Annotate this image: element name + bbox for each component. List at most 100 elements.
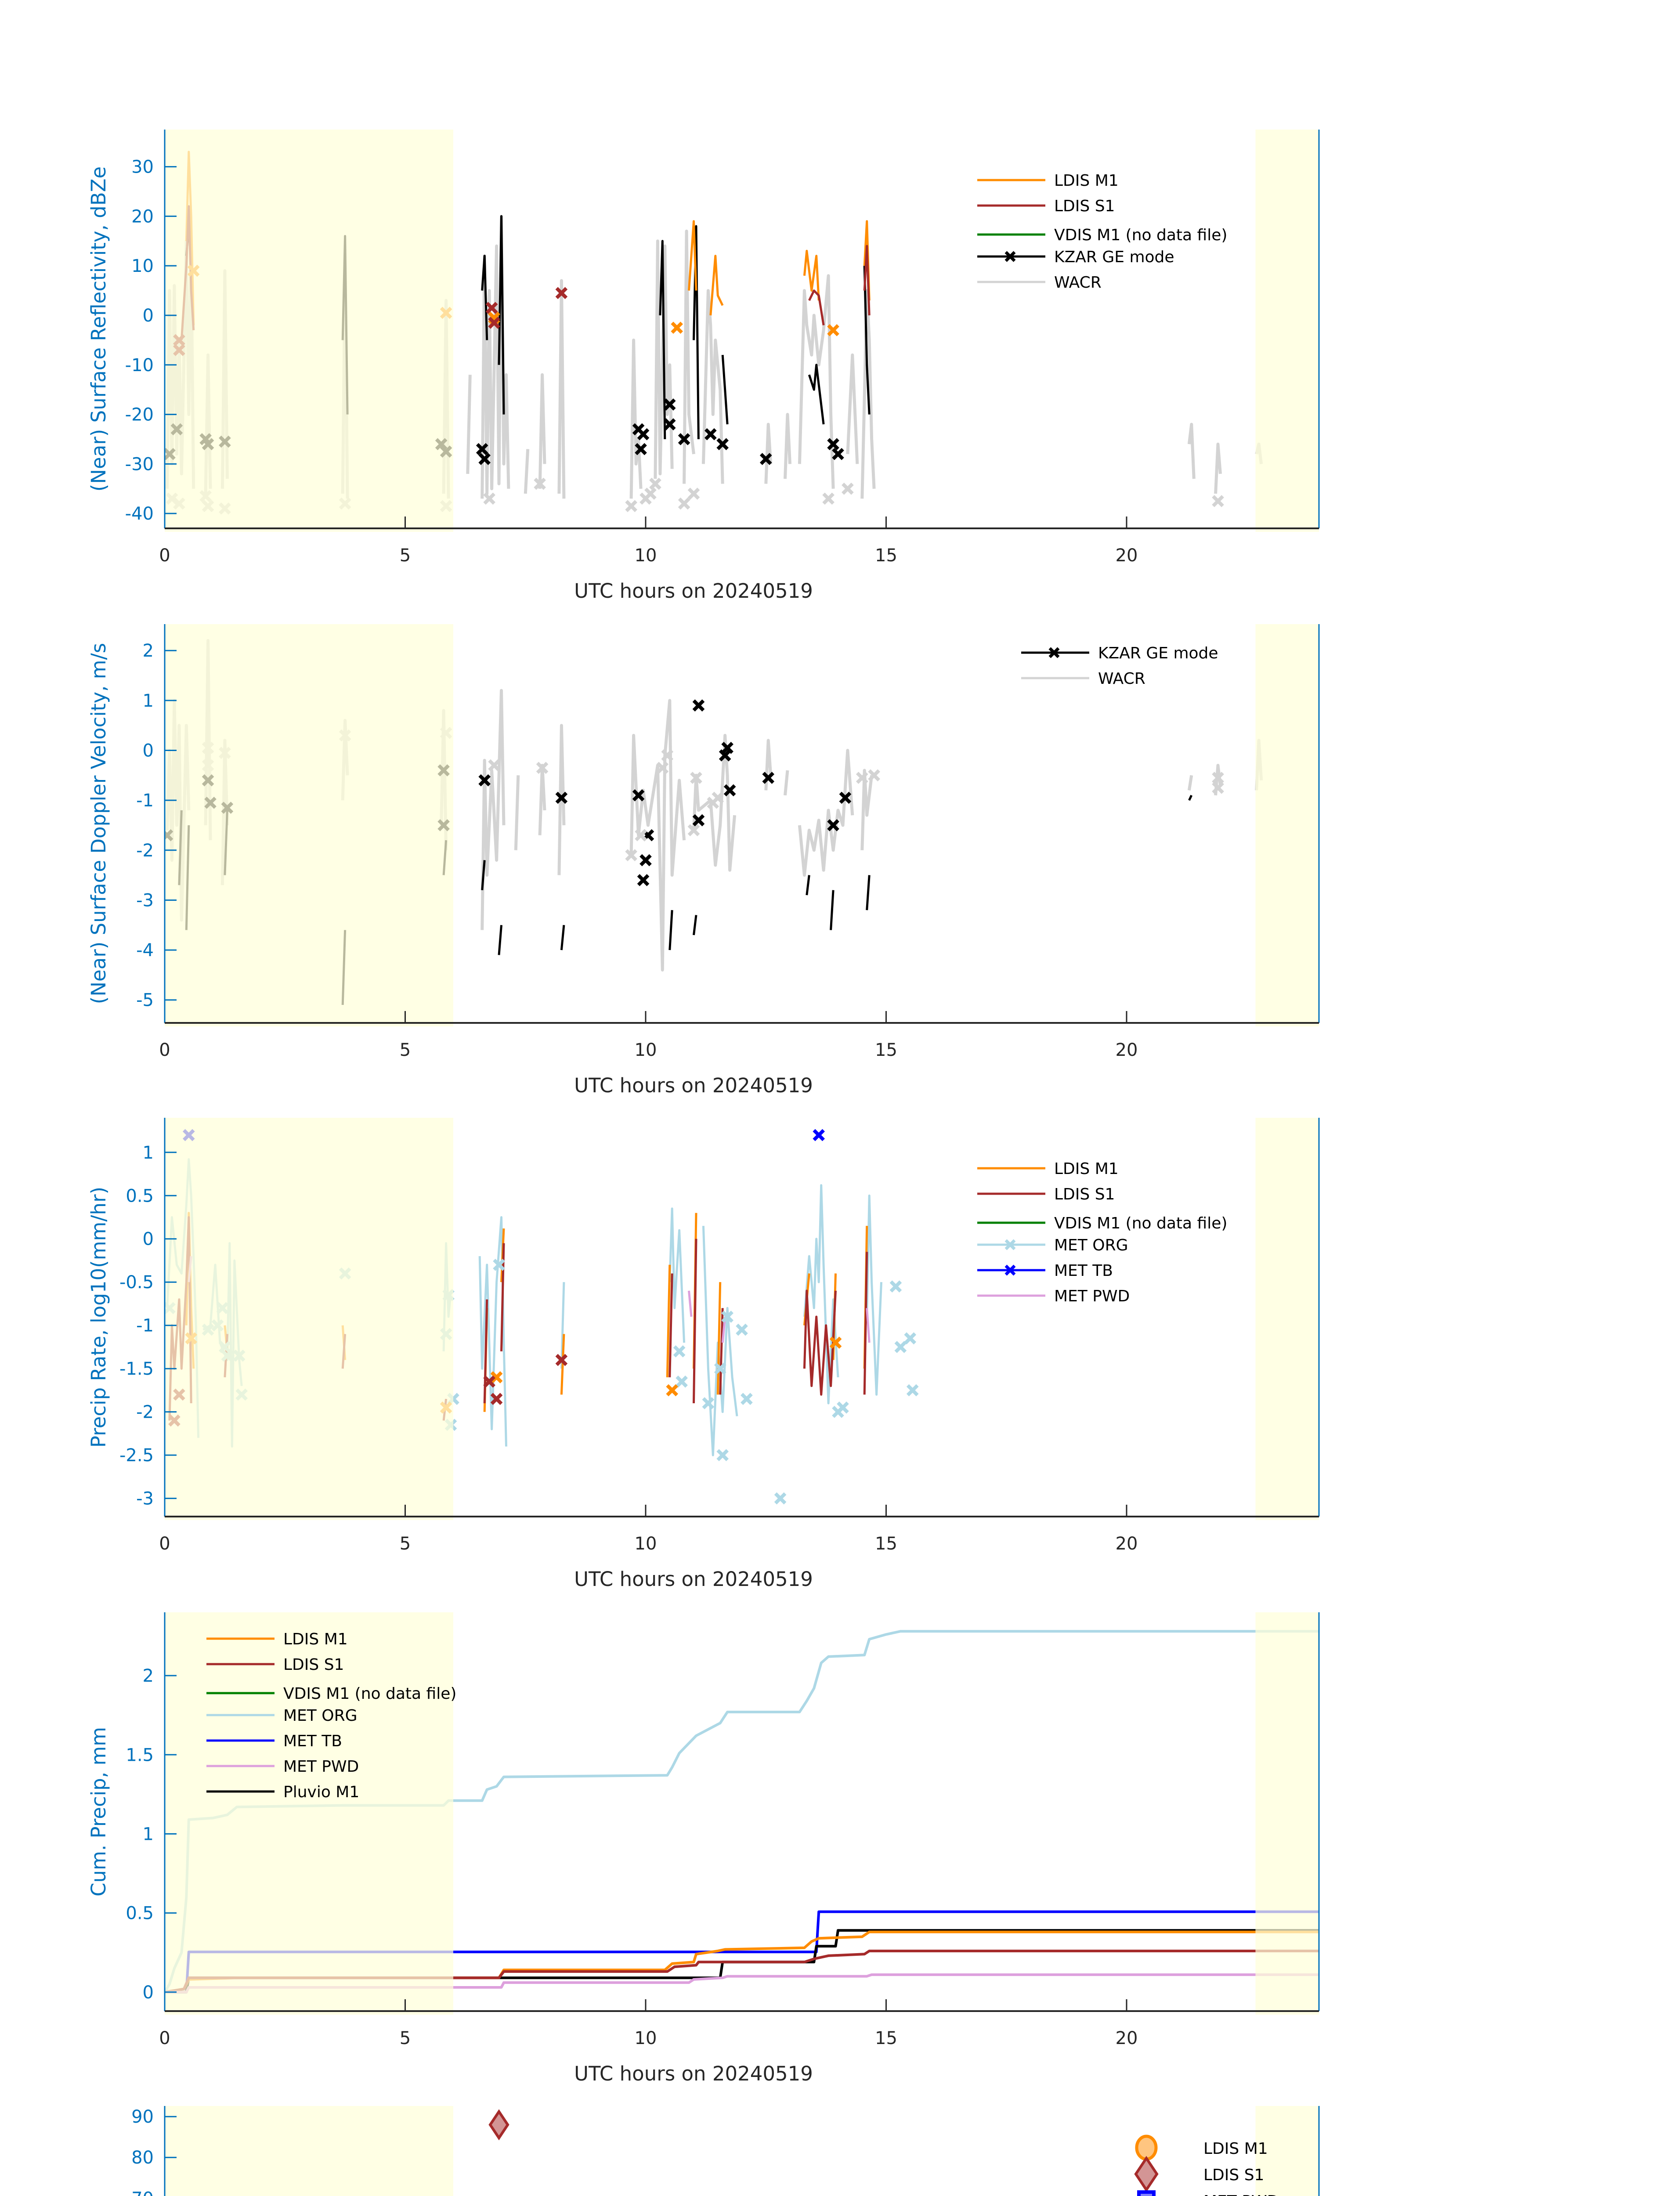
marker-x-met-org: [774, 1492, 787, 1505]
x-tick-label: 5: [400, 1040, 411, 1060]
y-tick-label: -2.5: [119, 1445, 154, 1466]
x-tick-label: 5: [400, 545, 411, 566]
series-line-wacr: [1187, 423, 1196, 479]
y-tick-label: 10: [131, 256, 154, 276]
legend-label: VDIS M1 (no data file): [1054, 226, 1227, 244]
marker-x-met-org: [736, 1323, 748, 1336]
marker-x-kzar-ge-mode: [555, 791, 568, 804]
series-line-kzar-ge-mode: [863, 266, 871, 415]
series-line-ldis-s1: [803, 1289, 837, 1396]
marker-x-kzar-ge-mode: [832, 448, 844, 460]
series-line-ldis-m1: [716, 1282, 722, 1395]
marker-x-wacr: [842, 482, 854, 495]
marker-x-kzar-ge-mode: [723, 784, 736, 797]
shaded-period: [165, 624, 453, 1026]
marker-x-met-org: [906, 1384, 919, 1397]
y-tick-label: 30: [131, 157, 154, 177]
marker-x-ldis-m1: [666, 1384, 679, 1397]
legend-label: LDIS S1: [1054, 1185, 1115, 1203]
marker-x-wacr: [644, 488, 657, 500]
marker-x-kzar-ge-mode: [759, 453, 772, 465]
legend-label: MET TB: [1054, 1262, 1113, 1280]
x-tick-label: 20: [1116, 2028, 1138, 2048]
y-tick-label: -3: [136, 1489, 154, 1509]
x-tick-label: 10: [635, 545, 657, 566]
marker-x-kzar-ge-mode: [721, 742, 733, 754]
marker-x-kzar-ge-mode: [663, 418, 676, 430]
marker-x-met-tb: [813, 1129, 825, 1141]
x-tick-label: 15: [875, 1534, 897, 1554]
legend-label: MET PWD: [283, 1758, 359, 1776]
marker-x-ldis-s1: [483, 1375, 495, 1388]
marker-x-ldis-s1: [485, 302, 498, 314]
marker-x-wacr: [690, 772, 702, 784]
x-tick-label: 5: [400, 1534, 411, 1554]
marker-x-met-org: [904, 1332, 917, 1345]
series-line-met-org: [560, 1282, 565, 1369]
series-line-kzar-ge-mode: [668, 910, 673, 950]
series-line-ldis-m1: [803, 249, 820, 301]
y-tick-label: 1: [143, 691, 154, 711]
series-line-wacr: [798, 749, 854, 877]
series-line-wacr: [481, 689, 506, 930]
series-line-kzar-ge-mode: [560, 925, 565, 950]
marker-x-kzar-ge-mode: [637, 428, 650, 441]
series-line-wacr: [683, 229, 695, 484]
marker-x-ldis-s1: [490, 1393, 503, 1405]
marker-x-wacr: [678, 497, 690, 510]
marker-x-met-org: [889, 1280, 902, 1293]
x-tick-label: 15: [875, 2028, 897, 2048]
marker-x-wacr: [712, 791, 724, 804]
series-line-wacr: [860, 289, 876, 499]
x-tick-label: 10: [635, 1040, 657, 1060]
series-line-wacr: [466, 375, 472, 474]
marker-x-ldis-m1: [827, 324, 839, 336]
marker-x-wacr: [534, 477, 546, 490]
series-line-ldis-s1: [863, 1252, 868, 1395]
shaded-period: [165, 1612, 453, 2015]
marker-x-met-org: [493, 1259, 505, 1271]
series-line-wacr: [1187, 775, 1193, 791]
series-line-wacr: [524, 449, 530, 494]
series-line-wacr: [1214, 442, 1222, 494]
marker-x-ldis-s1: [555, 1354, 568, 1366]
series-line-wacr: [764, 739, 773, 791]
marker-x-ldis-s1: [555, 287, 568, 300]
panel-reflectivity: -40 -30 -20 -10 0 10 20 30 0 5 10 15 20 UTC hours on …: [87, 130, 1320, 603]
legend-label: LDIS S1: [283, 1656, 344, 1674]
marker-x-wacr: [1212, 781, 1224, 794]
series-line-kzar-ge-mode: [659, 240, 666, 440]
y-axis-label: Cum. Precip, mm: [87, 1727, 110, 1896]
legend-marker-x: [1048, 647, 1060, 658]
marker-x-wacr: [1212, 772, 1224, 784]
x-tick-label: 10: [635, 2028, 657, 2048]
marker-x-ldis-m1: [829, 1336, 842, 1349]
y-tick-label: 0: [143, 741, 154, 761]
series-line-kzar-ge-mode: [693, 915, 697, 935]
y-tick-label: -1: [136, 1316, 154, 1336]
legend-label: VDIS M1 (no data file): [283, 1685, 456, 1703]
marker-x-ldis-m1: [490, 1371, 503, 1383]
legend-label: KZAR GE mode: [1098, 644, 1218, 662]
marker-x-wacr: [687, 824, 700, 837]
x-axis-label: UTC hours on 20240519: [574, 1568, 813, 1591]
y-axis-label: (Near) Surface Reflectivity, dBZe: [87, 166, 110, 491]
plot-area: [488, 2109, 509, 2141]
legend: LDIS M1 LDIS S1 VDIS M1 (no data file) KZAR…: [977, 172, 1227, 292]
series-line-wacr: [784, 770, 789, 796]
series-line-ldis-m1: [666, 1264, 671, 1377]
series-line-kzar-ge-mode: [806, 875, 810, 896]
legend: LDIS M1 LDIS S1 MET PWD: [1134, 2135, 1279, 2196]
series-line-met-pwd: [866, 1308, 871, 1343]
series-line-ldis-m1: [688, 220, 697, 291]
marker-x-kzar-ge-mode: [827, 438, 839, 451]
y-axis-label: (Near) Surface Doppler Velocity, m/s: [87, 643, 110, 1004]
x-axis-label: UTC hours on 20240519: [574, 1074, 813, 1097]
marker-x-kzar-ge-mode: [635, 443, 647, 455]
legend-label: MET PWD: [1203, 2192, 1279, 2196]
shaded-period: [165, 130, 453, 532]
marker-x-kzar-ge-mode: [478, 453, 491, 465]
y-tick-label: -20: [125, 405, 154, 425]
y-tick-label: -40: [125, 504, 154, 524]
marker-x-met-org: [894, 1341, 907, 1353]
